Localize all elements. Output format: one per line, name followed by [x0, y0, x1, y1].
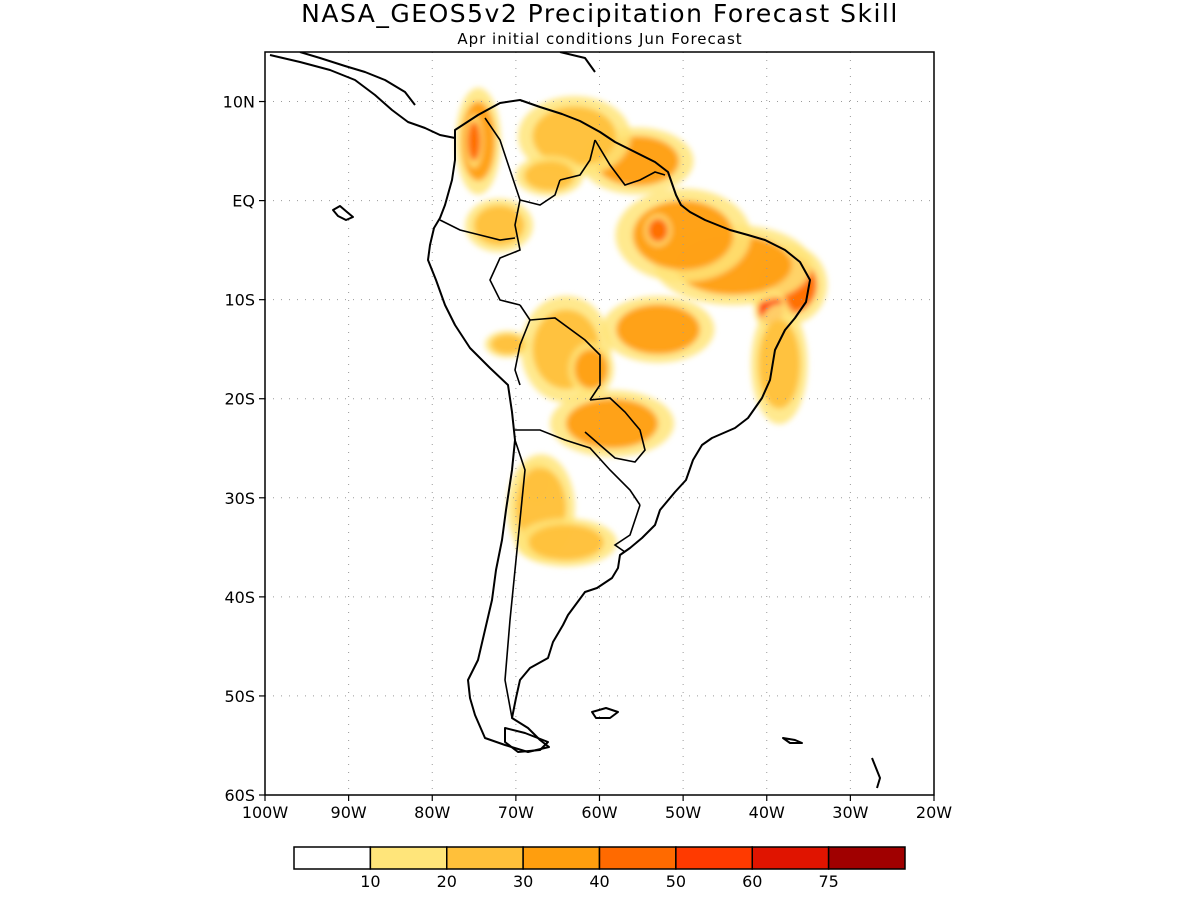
- colorbar-label: 30: [513, 872, 533, 891]
- skill-region: [616, 304, 700, 355]
- border-ecuador-peru: [439, 219, 516, 241]
- island-galapagos: [332, 205, 354, 221]
- colorbar-label: 20: [437, 872, 457, 891]
- border-uruguay: [613, 504, 641, 553]
- country-borders: [439, 117, 666, 719]
- border-paraguay: [584, 397, 646, 463]
- colorbar-swatch: [522, 846, 601, 870]
- plot-area: [265, 52, 934, 795]
- skill-region: [524, 160, 575, 191]
- y-tick-label: 60S: [224, 786, 255, 805]
- x-tick-label: 60W: [581, 803, 617, 822]
- x-tick-label: 20W: [916, 803, 952, 822]
- y-tick-label: 30S: [224, 489, 255, 508]
- colorbar-label: 60: [742, 872, 762, 891]
- colorbar-swatch: [446, 846, 524, 870]
- border-chile-argentina: [504, 439, 526, 719]
- south-america-coastline: [427, 99, 811, 753]
- y-tick-label: EQ: [232, 192, 255, 211]
- map-subtitle: Apr initial conditions Jun Forecast: [457, 30, 742, 48]
- skill-region: [648, 218, 669, 243]
- x-tick-label: 100W: [242, 803, 289, 822]
- x-tick-label: 90W: [331, 803, 367, 822]
- island-south-georgia: [782, 737, 803, 744]
- colorbar-swatch: [675, 846, 753, 870]
- island-falklands: [591, 707, 619, 719]
- skill-region: [532, 106, 617, 166]
- border-guianas: [594, 139, 666, 186]
- colorbar-label: 40: [589, 872, 609, 891]
- skill-region: [528, 524, 604, 561]
- map-title: NASA_GEOS5v2 Precipitation Forecast Skil…: [301, 0, 899, 28]
- border-brazil-north: [489, 199, 521, 306]
- skill-region: [467, 121, 481, 161]
- colorbar-swatch: [598, 846, 677, 870]
- colorbar-label: 10: [360, 872, 380, 891]
- y-tick-label: 50S: [224, 687, 255, 706]
- x-tick-label: 80W: [414, 803, 450, 822]
- latitude-axis: 10N EQ 10S 20S 30S 40S 50S 60S: [223, 93, 265, 805]
- colorbar: 10 20 30 40 50 60 75: [293, 846, 906, 891]
- skill-region: [566, 398, 659, 449]
- y-tick-label: 10N: [223, 93, 255, 112]
- colorbar-label: 75: [818, 872, 838, 891]
- y-tick-label: 40S: [224, 588, 255, 607]
- island-caribbean: [559, 52, 596, 73]
- y-tick-label: 20S: [224, 390, 255, 409]
- skill-region: [758, 319, 801, 409]
- island-tierra-del-fuego: [504, 727, 549, 753]
- y-tick-label: 10S: [224, 291, 255, 310]
- border-peru-bolivia: [514, 304, 531, 386]
- border-argentina-north: [515, 429, 641, 506]
- x-tick-label: 70W: [498, 803, 534, 822]
- colorbar-swatch: [827, 846, 906, 870]
- border-venezuela-guyana: [559, 139, 596, 181]
- border-bolivia-brazil: [529, 317, 601, 401]
- island-south-sandwich: [871, 757, 881, 789]
- skill-region: [574, 349, 608, 389]
- colorbar-label: 50: [666, 872, 686, 891]
- colorbar-swatch: [751, 846, 830, 870]
- x-tick-label: 40W: [749, 803, 785, 822]
- colorbar-swatch: [293, 846, 372, 870]
- skill-region: [474, 205, 525, 246]
- skill-region: [490, 334, 525, 355]
- colorbar-swatch: [369, 846, 448, 870]
- central-america-coastline: [269, 52, 456, 139]
- x-tick-label: 50W: [665, 803, 701, 822]
- x-tick-label: 30W: [832, 803, 868, 822]
- coastlines: [269, 52, 881, 789]
- longitude-axis: 100W 90W 80W 70W 60W 50W 40W 30W 20W: [242, 795, 952, 822]
